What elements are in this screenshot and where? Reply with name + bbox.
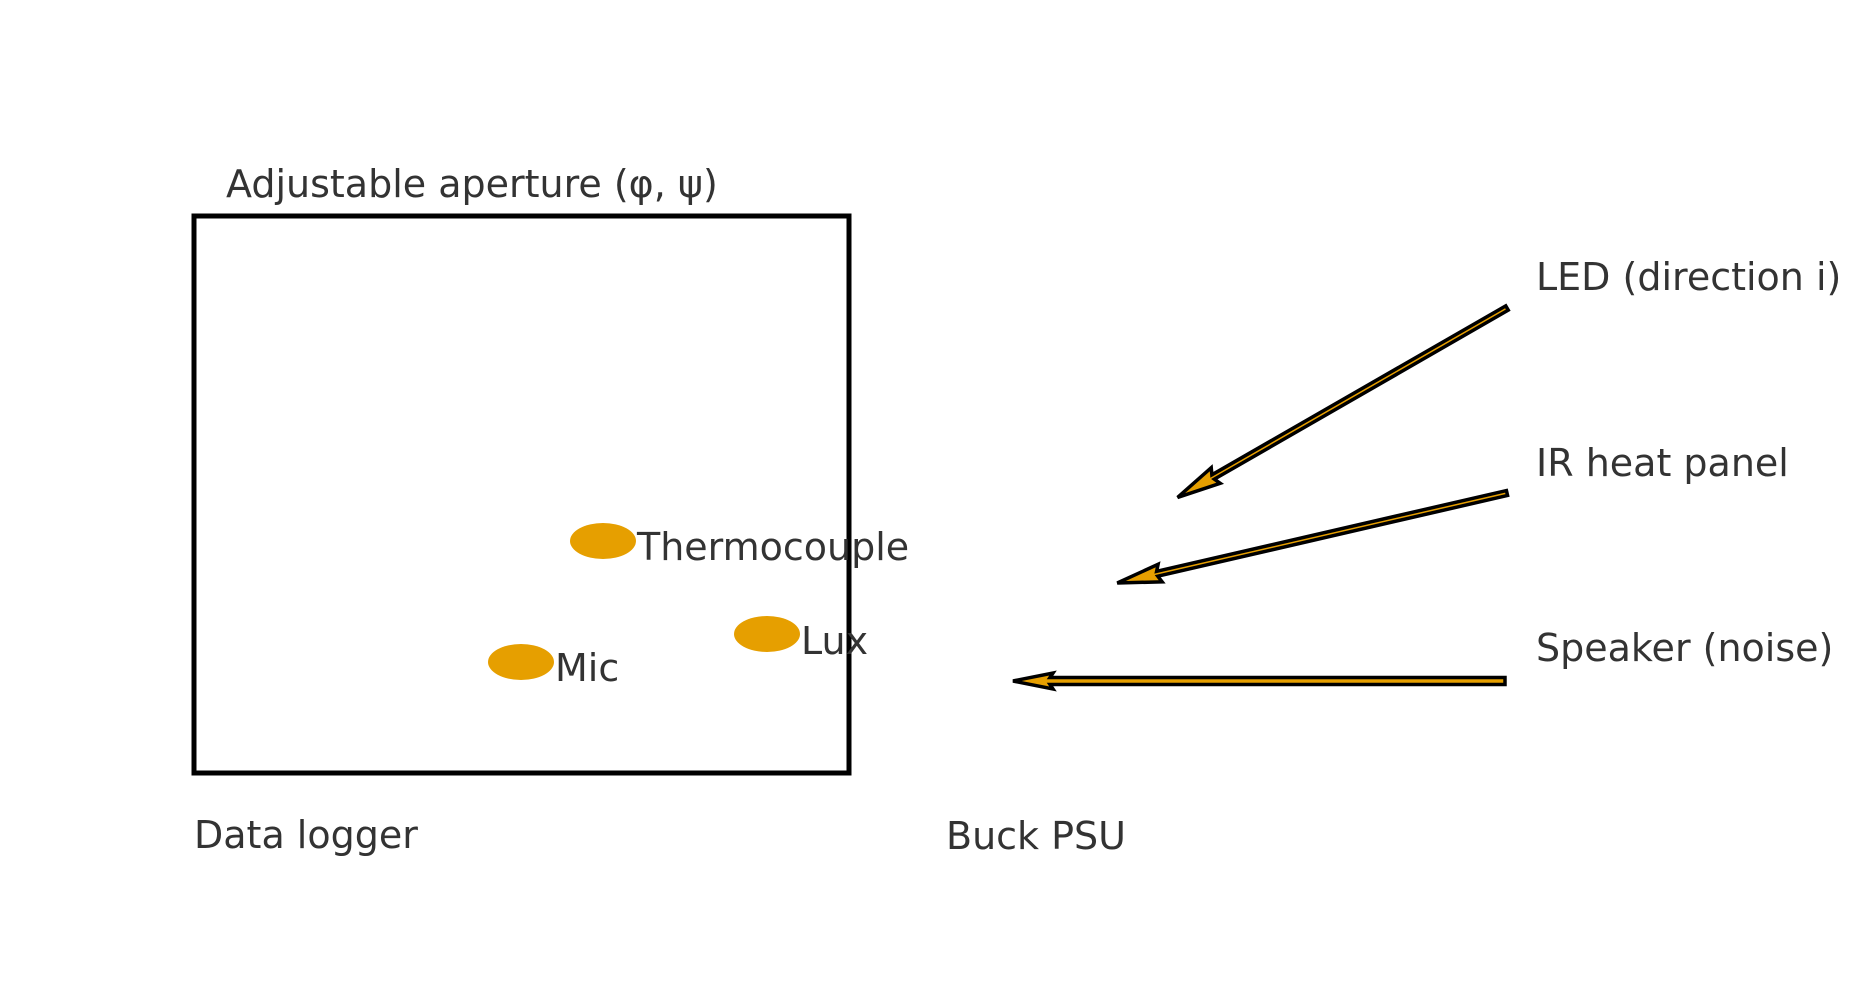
- sensor-mic-label: Mic: [555, 646, 619, 690]
- arrow-ir-heat-panel: [1116, 488, 1510, 585]
- sensor-thermocouple-dot: [570, 523, 636, 559]
- sensor-lux-dot: [734, 616, 800, 652]
- enclosure-box: [191, 213, 852, 776]
- supply-label: Buck PSU: [946, 814, 1126, 858]
- sensor-lux-label: Lux: [801, 619, 868, 663]
- source-speaker-label: Speaker (noise): [1536, 626, 1833, 670]
- sensor-mic-dot: [488, 644, 554, 680]
- source-led-label: LED (direction i): [1536, 255, 1841, 299]
- source-ir-heat-panel-label: IR heat panel: [1536, 441, 1789, 485]
- enclosure-title: Adjustable aperture (φ, ψ): [226, 162, 718, 206]
- arrow-speaker: [1012, 670, 1507, 692]
- sensor-thermocouple-label: Thermocouple: [636, 525, 909, 569]
- arrow-led: [1176, 303, 1511, 500]
- enclosure-caption: Data logger: [194, 813, 418, 857]
